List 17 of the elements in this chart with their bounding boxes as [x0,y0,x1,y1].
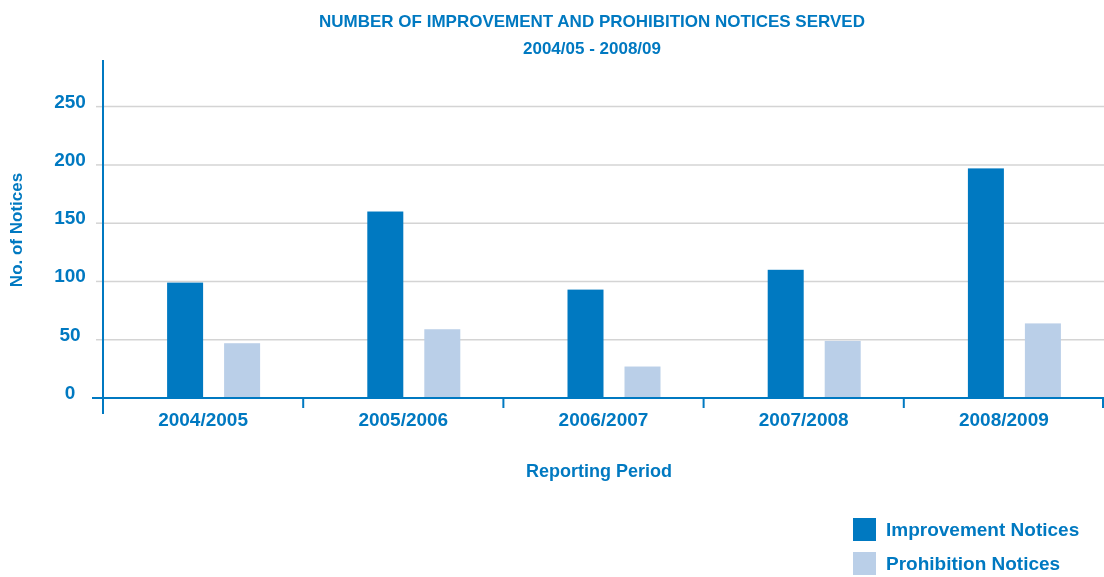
y-tick-label: 250 [54,90,86,112]
y-tick-label: 100 [54,265,86,287]
x-tick-label: 2005/2006 [358,409,449,430]
x-tick-label: 2006/2007 [558,409,649,430]
chart-title: NUMBER OF IMPROVEMENT AND PROHIBITION NOTICES SERVED [319,12,865,31]
x-tick-label: 2004/2005 [158,409,249,430]
legend-label: Prohibition Notices [886,553,1061,574]
x-tick-label: 2008/2009 [958,409,1049,430]
legend-label: Improvement Notices [886,519,1080,540]
y-tick-label: 0 [64,382,76,403]
chart-subtitle: 2004/05 - 2008/09 [522,39,662,58]
y-tick-label: 200 [54,148,86,170]
y-tick-label: 50 [59,323,81,345]
x-tick-label: 2007/2008 [758,409,849,430]
y-axis-title: No. of Notices [7,172,26,288]
x-axis-title: Reporting Period [525,461,673,481]
y-tick-label: 150 [54,207,86,229]
